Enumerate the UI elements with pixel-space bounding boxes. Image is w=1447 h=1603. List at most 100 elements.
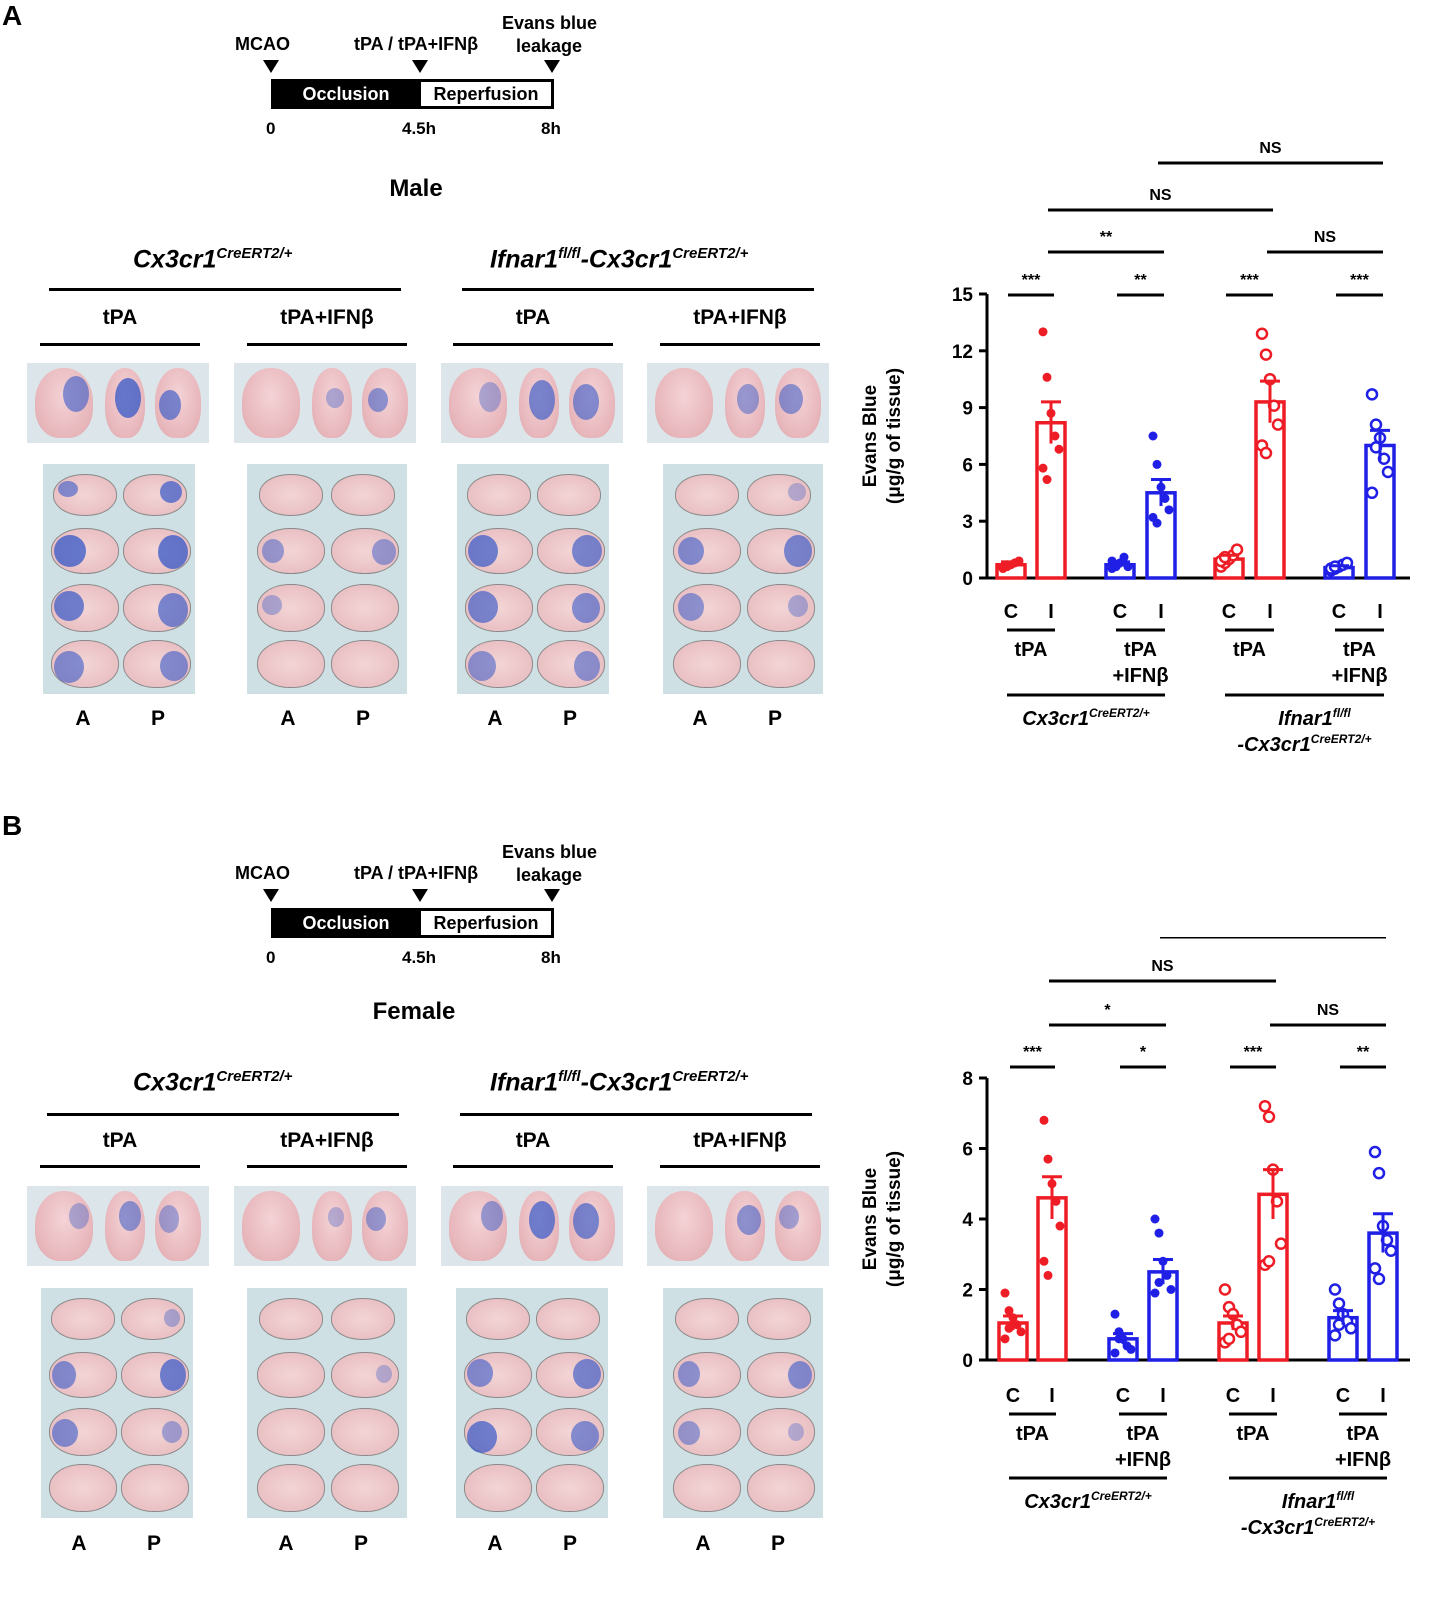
treatment-label: tPA+IFNβ bbox=[280, 306, 374, 329]
bar bbox=[1147, 1270, 1179, 1362]
timeline-phase-reperfusion: Reperfusion bbox=[421, 79, 554, 109]
slice-position-label: A bbox=[278, 1532, 294, 1555]
y-axis-label: (μg/g of tissue) bbox=[884, 368, 905, 504]
genotype-label-wt: Cx3cr1CreERT2/+ bbox=[133, 245, 293, 274]
brain-photo bbox=[234, 1186, 416, 1266]
y-axis-label: Evans Blue bbox=[860, 385, 881, 487]
data-point bbox=[1274, 1237, 1288, 1250]
slice-position-label: A bbox=[487, 707, 503, 730]
data-point bbox=[1039, 1256, 1049, 1266]
panel-a: A MCAO tPA / tPA+IFNβ Evans blue leakage… bbox=[0, 0, 1447, 801]
data-point bbox=[1271, 418, 1285, 431]
x-category-label: I bbox=[1049, 1385, 1055, 1407]
brain-photo bbox=[647, 363, 829, 443]
x-category-label: I bbox=[1158, 601, 1164, 623]
slice-position-label: A bbox=[487, 1532, 503, 1555]
treatment-label: tPA+IFNβ bbox=[280, 1129, 374, 1152]
treatment-underline bbox=[660, 343, 820, 346]
group-label: tPA bbox=[1233, 639, 1266, 661]
significance-label: NS bbox=[1149, 187, 1172, 204]
y-tick-label: 4 bbox=[962, 1210, 973, 1231]
data-point bbox=[1222, 1332, 1236, 1346]
data-point bbox=[1016, 1327, 1026, 1337]
treatment-underline bbox=[247, 343, 407, 346]
group-label: tPA bbox=[1347, 1423, 1380, 1445]
significance-label: ** bbox=[1100, 229, 1113, 246]
data-point bbox=[1119, 552, 1129, 562]
timeline-tick: 4.5h bbox=[402, 119, 437, 138]
x-category-label: C bbox=[1336, 1385, 1350, 1407]
data-point bbox=[1038, 327, 1048, 337]
significance-label: NS bbox=[1259, 140, 1282, 157]
significance-label: *** bbox=[1023, 1044, 1042, 1061]
brain-slices-photo bbox=[43, 464, 195, 694]
treatment-underline bbox=[40, 343, 200, 346]
x-category-label: I bbox=[1048, 601, 1054, 623]
data-point bbox=[1055, 1221, 1065, 1231]
timeline-tick: 0 bbox=[266, 948, 276, 967]
data-point bbox=[1368, 1145, 1382, 1159]
y-tick-label: 0 bbox=[962, 1351, 973, 1372]
data-point bbox=[1154, 1228, 1164, 1238]
group-label: tPA bbox=[1237, 1423, 1270, 1445]
y-tick-label: 3 bbox=[962, 512, 973, 533]
data-point bbox=[1234, 1325, 1248, 1339]
data-point bbox=[1042, 475, 1052, 485]
treatment-underline bbox=[247, 1165, 407, 1168]
brain-photo bbox=[27, 363, 209, 443]
sex-label: Female bbox=[372, 998, 456, 1025]
slice-position-label: P bbox=[355, 707, 370, 730]
treatment-label: tPA bbox=[515, 1129, 551, 1152]
data-point bbox=[1123, 562, 1133, 572]
slice-position-label: P bbox=[767, 707, 782, 730]
data-point bbox=[1369, 418, 1383, 431]
sex-label: Male bbox=[389, 175, 443, 202]
data-point bbox=[1262, 1110, 1276, 1124]
significance-label: *** bbox=[1350, 272, 1369, 289]
slice-position-label: P bbox=[770, 1532, 785, 1555]
timeline-tick: 8h bbox=[541, 948, 561, 967]
significance-label: * bbox=[1140, 1044, 1147, 1061]
data-point bbox=[1004, 1306, 1014, 1316]
significance-label: ** bbox=[1357, 1044, 1370, 1061]
slice-position-label: A bbox=[75, 707, 91, 730]
bar bbox=[1257, 1192, 1289, 1362]
x-category-label: I bbox=[1267, 601, 1273, 623]
x-category-label: C bbox=[1332, 601, 1346, 623]
timeline-event-mcao: MCAO bbox=[235, 34, 290, 54]
slice-position-label: P bbox=[562, 707, 577, 730]
y-tick-label: 0 bbox=[962, 569, 973, 590]
data-point bbox=[1230, 543, 1244, 556]
genotype-underline bbox=[462, 288, 814, 291]
y-tick-label: 15 bbox=[952, 285, 974, 306]
data-point bbox=[1384, 1244, 1398, 1257]
data-point bbox=[1166, 1285, 1176, 1294]
data-point bbox=[1152, 459, 1162, 469]
treatment-label: tPA bbox=[515, 306, 551, 329]
evans-blue-chart-female: Evans Blue (μg/g of tissue) 0 2 4 6 8 C I C I C I C It… bbox=[860, 937, 1410, 1539]
data-point bbox=[1000, 1288, 1010, 1298]
x-category-label: C bbox=[1006, 1385, 1020, 1407]
genotype-label: Cx3cr1CreERT2/+ bbox=[1024, 1489, 1152, 1513]
genotype-label: Ifnar1fl/fl bbox=[1278, 706, 1351, 730]
timeline-arrow-icon bbox=[412, 60, 428, 73]
timeline-arrow-icon bbox=[263, 889, 279, 902]
treatment-label: tPA bbox=[102, 306, 138, 329]
treatment-underline bbox=[40, 1165, 200, 1168]
brain-slices-photo bbox=[41, 1288, 193, 1518]
group-label: tPA bbox=[1127, 1423, 1160, 1445]
data-point bbox=[1154, 1277, 1164, 1287]
treatment-label: tPA+IFNβ bbox=[693, 306, 787, 329]
timeline-tick: 4.5h bbox=[402, 948, 437, 967]
data-point bbox=[1126, 1344, 1136, 1354]
data-point bbox=[1372, 1272, 1386, 1286]
timeline-arrow-icon bbox=[263, 60, 279, 73]
timeline-arrow-icon bbox=[412, 889, 428, 902]
x-category-label: I bbox=[1377, 601, 1383, 623]
genotype-label: Ifnar1fl/fl bbox=[1282, 1489, 1355, 1513]
data-point bbox=[1110, 1348, 1120, 1358]
timeline-arrow-icon bbox=[544, 60, 560, 73]
timeline-event-evans: Evans blue bbox=[502, 842, 598, 862]
x-category-label: C bbox=[1116, 1385, 1130, 1407]
genotype-label: -Cx3cr1CreERT2/+ bbox=[1237, 732, 1371, 756]
